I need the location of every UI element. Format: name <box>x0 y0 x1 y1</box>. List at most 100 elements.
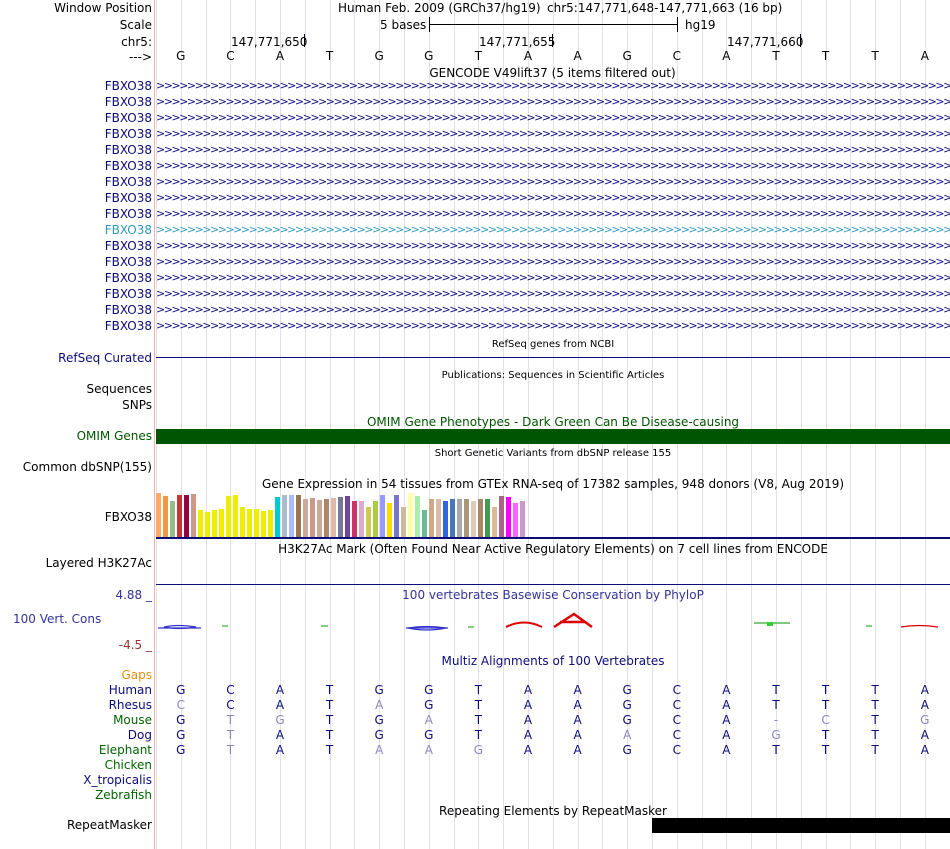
position-text[interactable]: chr5:147,771,648-147,771,663 (16 bp) <box>547 1 783 15</box>
gencode-gene-label[interactable]: FBXO38 <box>104 303 152 317</box>
gencode-transcript-line[interactable]: >>>>>>>>>>>>>>>>>>>>>>>>>>>>>>>>>>>>>>>>… <box>156 80 950 92</box>
gencode-gene-label[interactable]: FBXO38 <box>104 79 152 93</box>
gtex-tissue-bar[interactable] <box>289 495 294 537</box>
gtex-tissue-bar[interactable] <box>268 510 273 537</box>
gencode-gene-label[interactable]: FBXO38 <box>104 127 152 141</box>
species-label[interactable]: Dog <box>127 728 152 742</box>
gencode-transcript-line[interactable]: >>>>>>>>>>>>>>>>>>>>>>>>>>>>>>>>>>>>>>>>… <box>156 320 950 332</box>
gtex-tissue-bar[interactable] <box>352 501 357 537</box>
gtex-tissue-bar[interactable] <box>359 501 364 537</box>
gtex-tissue-bar[interactable] <box>254 509 259 537</box>
gtex-tissue-bar[interactable] <box>317 500 322 537</box>
gencode-gene-label[interactable]: FBXO38 <box>104 111 152 125</box>
gtex-tissue-bar[interactable] <box>247 509 252 537</box>
gtex-tissue-bar[interactable] <box>212 510 217 537</box>
gtex-tissue-bar[interactable] <box>485 499 490 537</box>
gtex-tissue-bar[interactable] <box>324 499 329 537</box>
species-label[interactable]: Chicken <box>104 758 152 772</box>
omim-gene-bar[interactable] <box>156 429 950 444</box>
gtex-label[interactable]: FBXO38 <box>104 510 152 524</box>
gencode-transcript-line[interactable]: >>>>>>>>>>>>>>>>>>>>>>>>>>>>>>>>>>>>>>>>… <box>156 240 950 252</box>
gtex-tissue-bar[interactable] <box>408 493 413 537</box>
gencode-transcript-line[interactable]: >>>>>>>>>>>>>>>>>>>>>>>>>>>>>>>>>>>>>>>>… <box>156 224 950 236</box>
gtex-tissue-bar[interactable] <box>198 510 203 537</box>
gtex-tissue-bar[interactable] <box>415 496 420 537</box>
repeatmasker-element[interactable] <box>652 818 950 833</box>
gtex-tissue-bar[interactable] <box>443 501 448 537</box>
gtex-tissue-bar[interactable] <box>345 496 350 537</box>
gtex-tissue-bar[interactable] <box>366 507 371 537</box>
gtex-tissue-bar[interactable] <box>296 495 301 537</box>
gtex-tissue-bar[interactable] <box>177 495 182 537</box>
gencode-gene-label[interactable]: FBXO38 <box>104 223 152 237</box>
gtex-tissue-bar[interactable] <box>520 501 525 537</box>
gencode-transcript-line[interactable]: >>>>>>>>>>>>>>>>>>>>>>>>>>>>>>>>>>>>>>>>… <box>156 160 950 172</box>
gtex-tissue-bar[interactable] <box>170 501 175 537</box>
refseq-label[interactable]: RefSeq Curated <box>58 351 152 365</box>
gtex-tissue-bar[interactable] <box>387 503 392 537</box>
publications-sequences-label[interactable]: Sequences <box>86 382 152 396</box>
gaps-label[interactable]: Gaps <box>121 668 152 682</box>
gtex-tissue-bar[interactable] <box>226 496 231 537</box>
species-label[interactable]: Human <box>108 683 152 697</box>
gencode-gene-label[interactable]: FBXO38 <box>104 191 152 205</box>
gencode-transcript-line[interactable]: >>>>>>>>>>>>>>>>>>>>>>>>>>>>>>>>>>>>>>>>… <box>156 192 950 204</box>
gtex-tissue-bar[interactable] <box>156 493 161 537</box>
gtex-tissue-bar[interactable] <box>163 496 168 537</box>
gtex-bar-chart[interactable] <box>156 491 950 537</box>
publications-snps-label[interactable]: SNPs <box>122 398 152 412</box>
phylop-wiggle[interactable] <box>156 606 950 636</box>
gencode-gene-label[interactable]: FBXO38 <box>104 95 152 109</box>
gtex-tissue-bar[interactable] <box>499 496 504 537</box>
omim-label[interactable]: OMIM Genes <box>76 429 152 443</box>
gtex-tissue-bar[interactable] <box>478 499 483 537</box>
gtex-tissue-bar[interactable] <box>310 498 315 537</box>
gencode-transcript-line[interactable]: >>>>>>>>>>>>>>>>>>>>>>>>>>>>>>>>>>>>>>>>… <box>156 144 950 156</box>
gencode-transcript-line[interactable]: >>>>>>>>>>>>>>>>>>>>>>>>>>>>>>>>>>>>>>>>… <box>156 176 950 188</box>
gencode-gene-label[interactable]: FBXO38 <box>104 207 152 221</box>
gtex-tissue-bar[interactable] <box>429 499 434 537</box>
gencode-transcript-line[interactable]: >>>>>>>>>>>>>>>>>>>>>>>>>>>>>>>>>>>>>>>>… <box>156 256 950 268</box>
gencode-transcript-line[interactable]: >>>>>>>>>>>>>>>>>>>>>>>>>>>>>>>>>>>>>>>>… <box>156 96 950 108</box>
phylop-label[interactable]: 100 Vert. Cons <box>13 612 102 626</box>
repeatmasker-label[interactable]: RepeatMasker <box>66 818 152 832</box>
gtex-tissue-bar[interactable] <box>422 510 427 537</box>
gtex-tissue-bar[interactable] <box>219 509 224 537</box>
gtex-tissue-bar[interactable] <box>436 499 441 537</box>
gencode-transcript-line[interactable]: >>>>>>>>>>>>>>>>>>>>>>>>>>>>>>>>>>>>>>>>… <box>156 304 950 316</box>
gtex-tissue-bar[interactable] <box>513 503 518 537</box>
gtex-tissue-bar[interactable] <box>233 495 238 537</box>
gencode-gene-label[interactable]: FBXO38 <box>104 255 152 269</box>
gtex-tissue-bar[interactable] <box>401 507 406 537</box>
gencode-gene-label[interactable]: FBXO38 <box>104 143 152 157</box>
gtex-tissue-bar[interactable] <box>492 507 497 537</box>
gtex-tissue-bar[interactable] <box>205 512 210 537</box>
dbsnp-label[interactable]: Common dbSNP(155) <box>22 460 152 474</box>
gtex-tissue-bar[interactable] <box>184 495 189 537</box>
gencode-gene-label[interactable]: FBXO38 <box>104 287 152 301</box>
gtex-tissue-bar[interactable] <box>303 499 308 537</box>
gencode-gene-label[interactable]: FBXO38 <box>104 159 152 173</box>
gtex-tissue-bar[interactable] <box>506 497 511 537</box>
gtex-tissue-bar[interactable] <box>394 495 399 537</box>
gtex-tissue-bar[interactable] <box>471 501 476 537</box>
gencode-transcript-line[interactable]: >>>>>>>>>>>>>>>>>>>>>>>>>>>>>>>>>>>>>>>>… <box>156 208 950 220</box>
gencode-transcript-line[interactable]: >>>>>>>>>>>>>>>>>>>>>>>>>>>>>>>>>>>>>>>>… <box>156 112 950 124</box>
gtex-tissue-bar[interactable] <box>338 497 343 537</box>
gencode-gene-label[interactable]: FBXO38 <box>104 239 152 253</box>
gencode-gene-label[interactable]: FBXO38 <box>104 175 152 189</box>
gtex-tissue-bar[interactable] <box>275 497 280 537</box>
species-label[interactable]: Mouse <box>113 713 152 727</box>
gtex-tissue-bar[interactable] <box>380 495 385 537</box>
gtex-tissue-bar[interactable] <box>240 507 245 537</box>
refseq-gene-line[interactable] <box>156 357 950 358</box>
gtex-tissue-bar[interactable] <box>331 498 336 537</box>
species-label[interactable]: X_tropicalis <box>83 773 152 787</box>
gencode-gene-label[interactable]: FBXO38 <box>104 271 152 285</box>
gtex-tissue-bar[interactable] <box>282 495 287 537</box>
gtex-tissue-bar[interactable] <box>464 499 469 537</box>
gencode-gene-label[interactable]: FBXO38 <box>104 319 152 333</box>
gencode-transcript-line[interactable]: >>>>>>>>>>>>>>>>>>>>>>>>>>>>>>>>>>>>>>>>… <box>156 128 950 140</box>
gtex-tissue-bar[interactable] <box>191 494 196 537</box>
species-label[interactable]: Rhesus <box>108 698 152 712</box>
